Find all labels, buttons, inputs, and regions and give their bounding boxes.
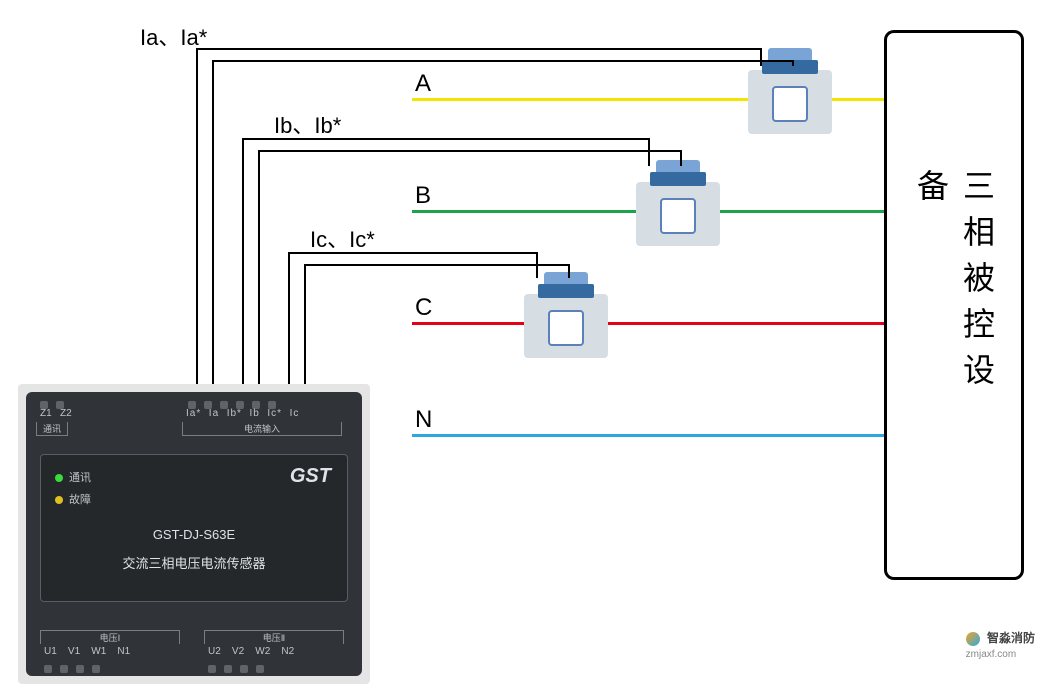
device-top-terminal-row: Z1 Z2 通讯 Ia* Ia Ib* Ib Ic* Ic 电流输入: [26, 392, 362, 436]
term-n1: N1: [117, 646, 130, 657]
controlled-device-box: 三相被控设备: [884, 30, 1024, 580]
term-z1: Z1: [40, 408, 52, 419]
wire-ic2-h: [304, 264, 570, 266]
term-ic-star: Ic*: [267, 408, 282, 419]
device-desc: 交流三相电压电流传感器: [41, 553, 347, 572]
device-model: GST-DJ-S63E: [41, 527, 347, 542]
wire-ia2-drop: [792, 60, 794, 66]
ct-phase-c: [516, 266, 616, 366]
device-brand: GST: [290, 465, 331, 488]
wire-ib1-v: [242, 138, 244, 388]
wire-ic2-v: [304, 264, 306, 388]
term-w2: W2: [255, 646, 270, 657]
ct-phase-a: [740, 42, 840, 142]
wire-ia2-h: [212, 60, 794, 62]
wire-ic1-drop: [536, 252, 538, 278]
wire-ic2-drop: [568, 264, 570, 278]
ic-label: Ic、Ic*: [310, 222, 375, 254]
wire-ib1-drop: [648, 138, 650, 166]
led-fault-row: 故障: [55, 491, 91, 507]
phase-c-label: C: [415, 294, 432, 322]
device-center-panel: 通讯 故障 GST GST-DJ-S63E 交流三相电压电流传感器: [40, 454, 348, 602]
wire-ib2-h: [258, 150, 682, 152]
controlled-device-label: 三相被控设备: [908, 169, 1000, 441]
term-w1: W1: [91, 646, 106, 657]
term-v2: V2: [232, 646, 244, 657]
led-fault-icon: [55, 496, 63, 504]
phase-n-label: N: [415, 406, 432, 434]
wire-ib1-h: [242, 138, 650, 140]
device-bottom-terminal-row: 电压Ⅰ U1 V1 W1 N1 电压Ⅱ U2 V2 W2 N2: [26, 628, 362, 676]
term-v1: V1: [68, 646, 80, 657]
term-ia: Ia: [209, 408, 219, 419]
wire-ia1-drop: [760, 48, 762, 66]
led-fault-label: 故障: [69, 494, 91, 506]
watermark-url: zmjaxf.com: [966, 649, 1017, 660]
term-z2: Z2: [60, 408, 72, 419]
top-left-caption: 通讯: [36, 422, 68, 436]
ib-label: Ib、Ib*: [274, 108, 341, 140]
top-right-caption: 电流输入: [182, 422, 342, 436]
wire-ic1-h: [288, 252, 538, 254]
wire-ia1-h: [196, 48, 762, 50]
term-ib: Ib: [250, 408, 260, 419]
bottom-left-caption: 电压Ⅰ: [40, 630, 180, 644]
term-ib-star: Ib*: [227, 408, 242, 419]
phase-b-label: B: [415, 182, 431, 210]
watermark: 智淼消防 zmjaxf.com: [966, 629, 1035, 660]
wire-ic1-v: [288, 252, 290, 388]
led-comm-icon: [55, 474, 63, 482]
term-n2: N2: [281, 646, 294, 657]
wire-ia2-v: [212, 60, 214, 388]
term-u2: U2: [208, 646, 221, 657]
wire-ib2-v: [258, 150, 260, 388]
ct-phase-b: [628, 154, 728, 254]
term-ia-star: Ia*: [186, 408, 201, 419]
led-comm-row: 通讯: [55, 469, 91, 485]
watermark-icon: [966, 632, 980, 646]
phase-a-label: A: [415, 70, 431, 98]
wire-ia1-v: [196, 48, 198, 388]
wire-ib2-drop: [680, 150, 682, 166]
watermark-brand: 智淼消防: [987, 631, 1035, 645]
device-body: Z1 Z2 通讯 Ia* Ia Ib* Ib Ic* Ic 电流输入 通讯 故障…: [26, 392, 362, 676]
term-ic: Ic: [290, 408, 300, 419]
term-u1: U1: [44, 646, 57, 657]
led-comm-label: 通讯: [69, 472, 91, 484]
phase-c-line: [412, 322, 884, 325]
bottom-right-caption: 电压Ⅱ: [204, 630, 344, 644]
phase-n-line: [412, 434, 884, 437]
